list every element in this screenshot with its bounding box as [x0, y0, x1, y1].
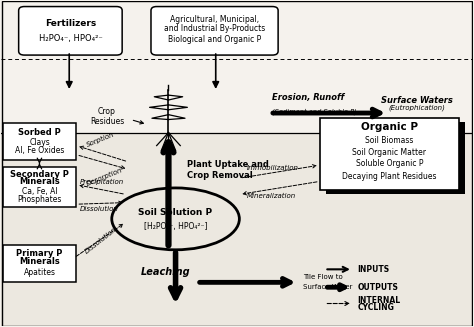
- Text: Crop
Residues: Crop Residues: [90, 107, 124, 126]
- Text: Immobilization: Immobilization: [246, 165, 299, 171]
- Text: Desorption: Desorption: [86, 167, 124, 187]
- Text: Soil Solution P: Soil Solution P: [138, 209, 213, 217]
- Text: Minerals: Minerals: [19, 177, 60, 186]
- Text: Surface Waters: Surface Waters: [381, 95, 453, 105]
- Text: INTERNAL: INTERNAL: [357, 296, 401, 305]
- Text: Soil Biomass: Soil Biomass: [365, 136, 414, 145]
- Text: Agricultural, Municipal,: Agricultural, Municipal,: [170, 15, 259, 24]
- Text: H₂PO₄⁻, HPO₄²⁻: H₂PO₄⁻, HPO₄²⁻: [38, 34, 102, 43]
- Text: Sorption: Sorption: [86, 131, 116, 148]
- Text: Soluble Organic P: Soluble Organic P: [356, 159, 423, 168]
- FancyBboxPatch shape: [3, 245, 76, 282]
- Text: Biological and Organic P: Biological and Organic P: [168, 35, 261, 44]
- Text: Phosphates: Phosphates: [18, 195, 62, 204]
- Text: Erosion, Runoff: Erosion, Runoff: [273, 93, 345, 102]
- Ellipse shape: [112, 188, 239, 250]
- FancyBboxPatch shape: [3, 123, 76, 160]
- Text: Apatites: Apatites: [24, 268, 55, 278]
- FancyBboxPatch shape: [151, 7, 278, 55]
- Text: Minerals: Minerals: [19, 256, 60, 266]
- Text: CYCLING: CYCLING: [357, 302, 394, 312]
- Text: Dissolution: Dissolution: [83, 226, 118, 254]
- Text: Fertilizers: Fertilizers: [45, 19, 96, 28]
- Text: Mineralization: Mineralization: [246, 194, 296, 199]
- FancyBboxPatch shape: [3, 167, 76, 207]
- Text: Secondary P: Secondary P: [10, 170, 69, 179]
- Bar: [0, 132, 474, 326]
- Text: Ca, Fe, Al: Ca, Fe, Al: [22, 187, 57, 196]
- Text: Plant Uptake and
Crop Removal: Plant Uptake and Crop Removal: [187, 160, 269, 180]
- Text: Tile Flow to: Tile Flow to: [303, 274, 343, 281]
- Text: OUTPUTS: OUTPUTS: [357, 283, 398, 292]
- FancyBboxPatch shape: [18, 7, 122, 55]
- Text: INPUTS: INPUTS: [357, 265, 390, 274]
- Text: and Industrial By-Products: and Industrial By-Products: [164, 24, 265, 33]
- Text: Al, Fe Oxides: Al, Fe Oxides: [15, 146, 64, 155]
- Bar: [0, 1, 474, 132]
- Text: (Sediment and Soluble P): (Sediment and Soluble P): [273, 109, 357, 115]
- Text: Leaching: Leaching: [141, 267, 191, 277]
- Text: Soil Organic Matter: Soil Organic Matter: [352, 148, 427, 157]
- Text: Surface Water: Surface Water: [303, 284, 353, 290]
- Text: Clays: Clays: [29, 138, 50, 147]
- Text: Organic P: Organic P: [361, 122, 418, 132]
- Text: Sorbed P: Sorbed P: [18, 128, 61, 137]
- Text: Decaying Plant Residues: Decaying Plant Residues: [342, 172, 437, 181]
- Text: (Eutrophication): (Eutrophication): [388, 104, 445, 111]
- Text: Primary P: Primary P: [17, 249, 63, 258]
- Text: [H₂PO₄⁻, HPO₄²⁻]: [H₂PO₄⁻, HPO₄²⁻]: [144, 221, 207, 231]
- FancyBboxPatch shape: [326, 122, 465, 194]
- Text: Dissolution: Dissolution: [80, 206, 119, 213]
- Text: Precipitation: Precipitation: [80, 179, 124, 185]
- FancyBboxPatch shape: [319, 118, 459, 190]
